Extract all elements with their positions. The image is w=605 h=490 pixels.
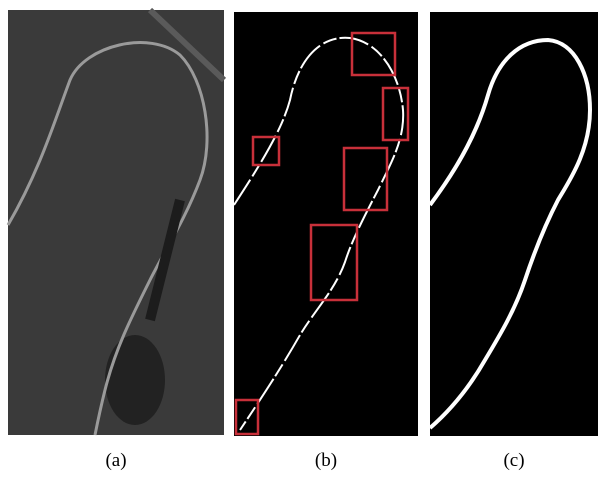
panel-label: (b): [315, 450, 337, 471]
panel-label: (c): [503, 450, 524, 471]
pond: [105, 335, 165, 425]
panel-c: [430, 12, 598, 436]
panel-label: (a): [105, 450, 126, 471]
page: (a) (b) (c) (() => { const data = JSON.p…: [0, 0, 605, 490]
panel-b: [234, 12, 418, 436]
ground-truth: [430, 12, 598, 436]
panel-a: [8, 10, 224, 435]
figure: (a) (b) (c): [0, 0, 605, 490]
